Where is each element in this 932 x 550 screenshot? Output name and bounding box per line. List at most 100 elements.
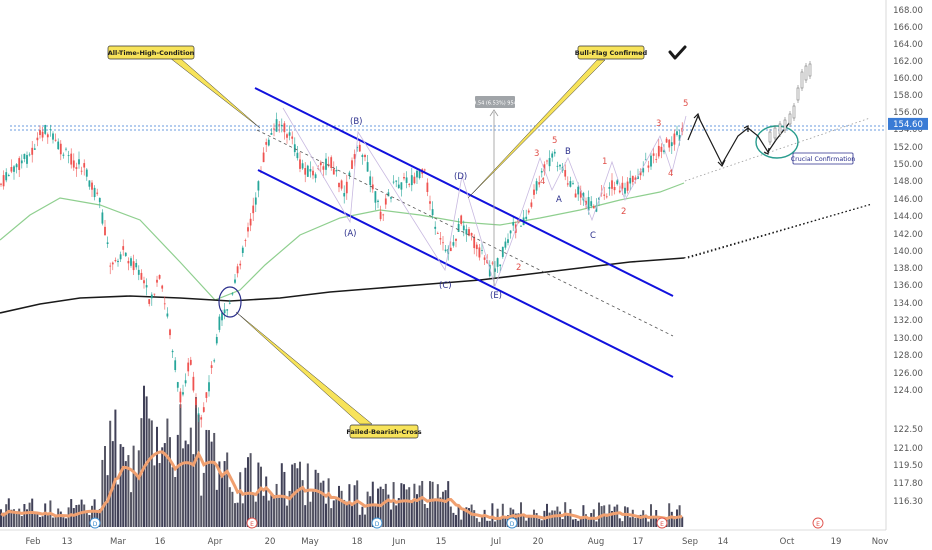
time-tick-label: Sep	[682, 537, 698, 547]
volume-bar	[569, 509, 572, 527]
wave-labels-blue: (B) (A) (D) (C) (E) A B C	[344, 117, 596, 301]
volume-bar	[429, 481, 431, 527]
volume-bar	[590, 513, 593, 527]
wave-label-C-minor: C	[590, 231, 596, 241]
volume-bar	[46, 515, 49, 527]
candle-body	[616, 180, 619, 185]
candle-body	[592, 206, 595, 209]
candle-body	[574, 193, 577, 198]
event-marker-label: D	[93, 521, 98, 528]
volume-bar	[171, 467, 174, 527]
candle-body	[98, 197, 101, 203]
candle-body	[670, 142, 673, 147]
volume-bar	[561, 519, 564, 527]
volume-bar	[624, 506, 626, 527]
candle-body	[429, 201, 431, 204]
moving-average-long	[0, 257, 685, 314]
wave-label-B-major: (B)	[350, 117, 362, 127]
volume-bar	[447, 481, 450, 527]
volume-bar	[553, 510, 556, 527]
time-tick-label: 18	[352, 537, 363, 547]
volume-bar	[361, 506, 364, 527]
volume-bar	[119, 444, 122, 527]
volume-bar	[548, 512, 551, 527]
volume-bar	[572, 519, 574, 527]
wave-label-A-major: (A)	[344, 229, 356, 239]
volume-bar	[327, 478, 330, 527]
volume-bar	[283, 471, 286, 527]
volume-bar	[343, 499, 346, 527]
volume-bar	[44, 503, 47, 527]
price-tick-label: 117.80	[893, 479, 923, 489]
candle-body	[218, 316, 221, 330]
callout-ath: All-Time-High-Condition	[107, 45, 195, 60]
candle-body	[540, 171, 543, 173]
price-tick-label: 148.00	[893, 177, 923, 187]
volume-bar	[494, 521, 496, 527]
candle-body	[5, 172, 8, 181]
price-tick-label: 162.00	[893, 57, 923, 67]
projected-arrow-2	[717, 159, 726, 168]
time-tick-label: Aug	[588, 537, 605, 547]
ghost-candle-body	[804, 65, 808, 81]
volume-bar	[325, 503, 327, 527]
price-tick-label: 132.00	[893, 316, 923, 326]
candle-body	[434, 226, 437, 229]
candle-body	[663, 150, 665, 153]
price-tick-label: 164.00	[893, 40, 923, 50]
time-axis[interactable]: Feb 13 Mar 16 Apr 20 May 18 Jun 15 Jul 20 Aug 17 Sep 14…	[0, 529, 888, 547]
price-tick-label: 166.00	[893, 23, 923, 33]
candle-body	[39, 130, 41, 136]
volume-bar	[93, 499, 96, 527]
volume-bar	[62, 517, 65, 527]
volume-bar	[317, 472, 320, 527]
volume-bar	[314, 469, 317, 527]
wave-label-red-4a: 4	[540, 177, 545, 187]
candle-body	[364, 154, 366, 158]
volume-bar	[189, 427, 192, 527]
time-tick-label: Oct	[780, 537, 795, 547]
candle-body	[410, 175, 413, 186]
volume-bar	[221, 476, 223, 527]
candle-body	[504, 241, 507, 248]
candle-body	[379, 211, 382, 220]
volume-bar	[397, 498, 400, 527]
candle-body	[26, 155, 28, 164]
candle-body	[353, 154, 356, 159]
volume-bar	[611, 511, 613, 527]
price-axis[interactable]: 168.00 166.00 164.00 162.00 160.00 158.00 156.…	[885, 0, 928, 530]
volume-bar	[377, 488, 379, 527]
candle-body	[0, 183, 2, 185]
candle-body	[442, 242, 444, 244]
volume-bar	[319, 482, 322, 527]
volume-bar	[444, 490, 447, 527]
volume-bar	[83, 504, 86, 527]
volume-bar	[23, 504, 26, 527]
candle-body	[83, 163, 86, 168]
candle-body	[423, 169, 426, 171]
volume-bar	[299, 461, 301, 527]
candle-body	[197, 413, 200, 416]
volume-bar	[166, 418, 169, 527]
volume-bar	[252, 492, 255, 527]
candle-body	[392, 181, 395, 183]
volume-bar	[10, 509, 13, 527]
volume-bar	[15, 511, 18, 527]
candle-body	[163, 303, 166, 305]
candle-body	[462, 225, 465, 231]
candle-body	[345, 181, 348, 194]
candle-body	[23, 153, 26, 159]
volume-bar	[525, 520, 528, 527]
volume-bar	[254, 501, 257, 527]
candle-body	[49, 129, 52, 131]
candle-body	[665, 138, 668, 143]
volume-bar	[403, 484, 405, 527]
candle-body	[205, 392, 208, 398]
volume-bar	[353, 485, 356, 527]
candle-body	[72, 160, 75, 168]
candle-body	[7, 175, 10, 177]
volume-bar	[312, 491, 314, 527]
candle-body	[358, 144, 361, 152]
candle-body	[148, 299, 151, 304]
